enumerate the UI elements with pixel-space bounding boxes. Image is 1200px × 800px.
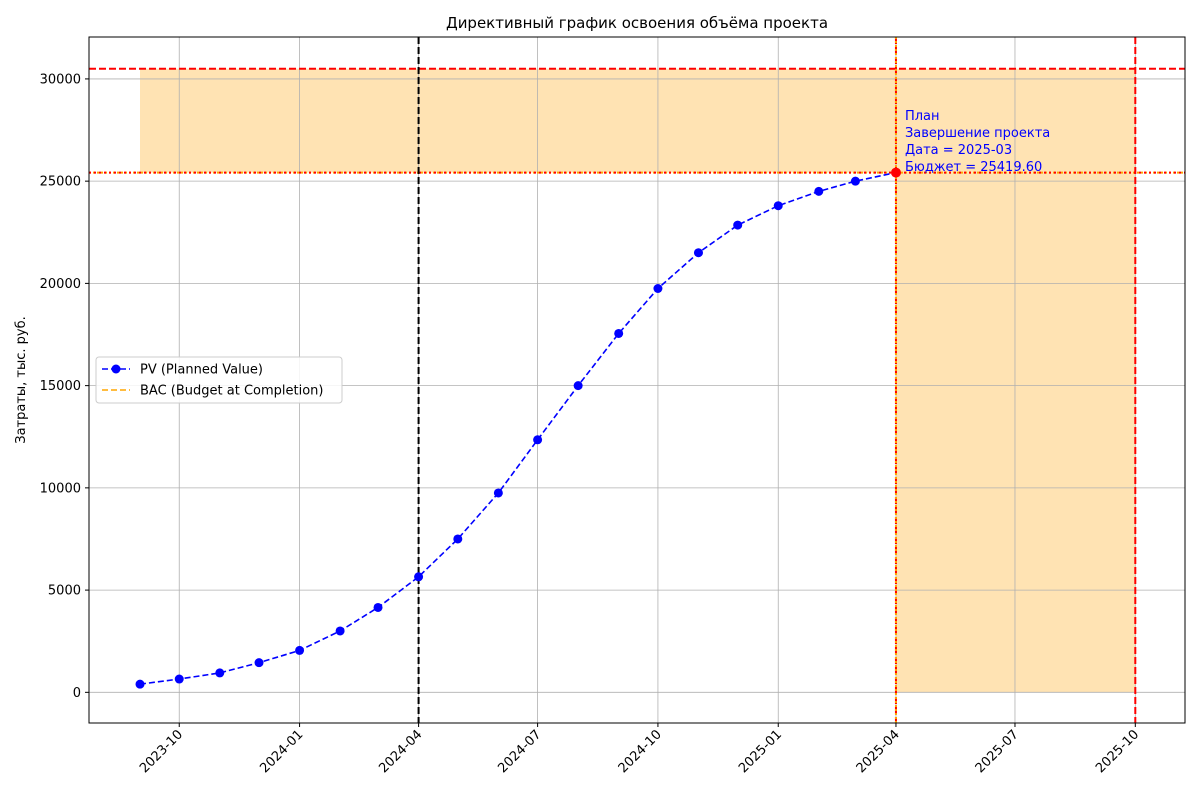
x-tick-label: 2024-01 xyxy=(257,727,306,776)
y-axis-label: Затраты, тыс. руб. xyxy=(14,316,29,444)
pv-point xyxy=(373,602,383,612)
pv-point xyxy=(850,176,860,186)
pv-point xyxy=(295,645,305,655)
pv-point xyxy=(814,186,824,196)
pv-point xyxy=(493,488,503,498)
pv-point xyxy=(174,674,184,684)
pv-point xyxy=(215,668,225,678)
y-tick-label: 15000 xyxy=(40,379,81,394)
x-tick-label: 2025-07 xyxy=(973,727,1022,776)
x-tick-label: 2024-10 xyxy=(616,727,665,776)
pv-point xyxy=(773,201,783,211)
reserve-area xyxy=(140,68,1136,173)
pv-point xyxy=(533,435,543,445)
y-tick-label: 25000 xyxy=(40,175,81,190)
legend-box xyxy=(95,356,343,404)
pv-point xyxy=(453,534,463,544)
pv-point xyxy=(614,328,624,338)
x-tick-label: 2025-04 xyxy=(854,727,903,776)
annotation-line: Дата = 2025-03 xyxy=(905,143,1012,158)
x-tick-label: 2023-10 xyxy=(137,727,186,776)
y-tick-label: 0 xyxy=(73,686,81,701)
x-tick-label: 2025-01 xyxy=(736,727,785,776)
pv-point xyxy=(135,679,145,689)
plan-end-point xyxy=(890,167,901,178)
pv-point xyxy=(653,283,663,293)
pv-line xyxy=(139,171,897,685)
y-tick-label: 30000 xyxy=(40,72,81,87)
pv-point xyxy=(573,381,583,391)
annotation-line: План xyxy=(905,109,940,124)
legend-label: PV (Planned Value) xyxy=(140,363,263,378)
legend-pv-marker xyxy=(111,364,121,374)
pv-point xyxy=(693,248,703,258)
x-tick-label: 2025-10 xyxy=(1093,727,1142,776)
y-tick-label: 10000 xyxy=(40,481,81,496)
y-tick-label: 5000 xyxy=(48,584,81,599)
chart-title: Директивный график освоения объёма проек… xyxy=(446,14,828,32)
plot-frame xyxy=(88,36,1186,724)
y-tick-label: 20000 xyxy=(40,277,81,292)
x-tick-label: 2024-07 xyxy=(495,727,544,776)
x-tick-label: 2024-04 xyxy=(376,727,425,776)
pv-point xyxy=(733,220,743,230)
pv-point xyxy=(414,572,424,582)
annotation-line: Бюджет = 25419.60 xyxy=(905,160,1042,175)
pv-point xyxy=(335,626,345,636)
annotation-line: Завершение проекта xyxy=(905,126,1050,141)
pv-point xyxy=(254,658,264,668)
time-reserve-area xyxy=(895,172,1136,693)
legend-label: BAC (Budget at Completion) xyxy=(140,384,323,399)
